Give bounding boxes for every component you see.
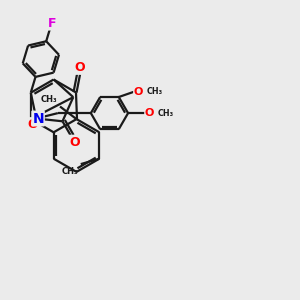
Text: CH₃: CH₃ xyxy=(41,95,58,104)
Text: CH₃: CH₃ xyxy=(62,167,78,176)
Text: O: O xyxy=(75,61,86,74)
Text: O: O xyxy=(145,108,154,118)
Text: F: F xyxy=(47,17,56,30)
Text: O: O xyxy=(27,118,38,131)
Text: N: N xyxy=(32,112,44,125)
Text: CH₃: CH₃ xyxy=(147,86,163,95)
Text: O: O xyxy=(134,87,143,97)
Text: CH₃: CH₃ xyxy=(158,109,174,118)
Text: O: O xyxy=(69,136,80,148)
